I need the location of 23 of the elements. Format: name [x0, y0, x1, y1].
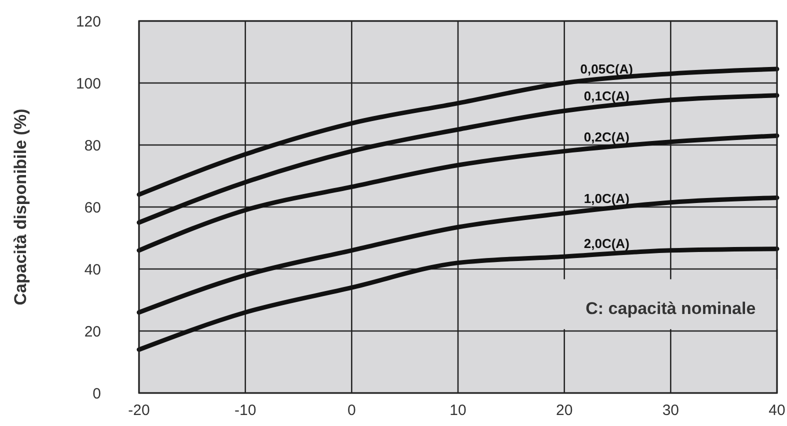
x-tick-label: 30 [662, 402, 680, 419]
series-label: 0,05C(A) [580, 61, 634, 76]
y-tick-label: 40 [84, 261, 101, 278]
x-tick-label: 10 [450, 402, 466, 419]
y-tick-label: 80 [84, 137, 101, 154]
y-tick-label: 20 [84, 323, 101, 340]
series-label: 2,0C(A) [584, 236, 630, 252]
y-tick-label: 60 [84, 199, 101, 216]
annotation: C: capacità nominale [586, 299, 756, 318]
series-label: 0,2C(A) [584, 130, 630, 144]
series-label: 0,1C(A) [584, 88, 630, 104]
y-tick-label: 0 [92, 385, 101, 402]
y-axis-title: Capacità disponibile (%) [11, 108, 30, 306]
x-tick-label: -20 [128, 402, 150, 419]
x-tick-label: 40 [768, 402, 786, 419]
y-tick-label: 100 [76, 75, 101, 92]
x-tick-label: 20 [556, 402, 573, 419]
x-tick-label: -10 [234, 402, 256, 419]
line-series [136, 93, 780, 225]
line-series [136, 133, 780, 253]
y-tick-label: 120 [76, 13, 101, 30]
series-label: 1,0C(A) [584, 190, 630, 206]
x-tick-label: 0 [347, 402, 356, 419]
